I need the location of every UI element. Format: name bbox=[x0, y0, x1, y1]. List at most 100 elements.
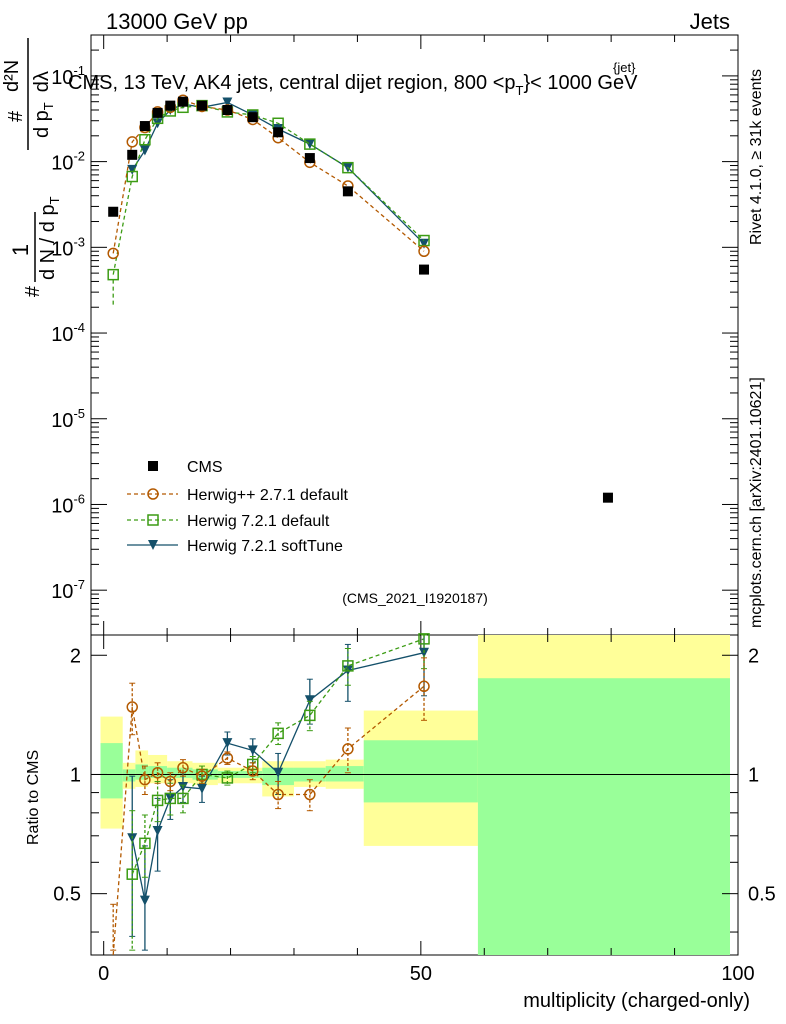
ratio-band-green bbox=[100, 743, 123, 799]
analysis-id: (CMS_2021_I1920187) bbox=[342, 590, 488, 606]
legend-marker-herwig72 bbox=[147, 514, 159, 526]
ratio-band-green bbox=[122, 769, 136, 782]
ylabel-frac1-num: 1 bbox=[8, 244, 33, 256]
ratio-panel-series bbox=[110, 633, 430, 956]
ylabel-frac2-num: d²N bbox=[1, 60, 23, 92]
ratio-band-green bbox=[477, 678, 730, 955]
legend-item-herwig72: Herwig 7.2.1 default bbox=[127, 513, 330, 530]
ratio-ylabel: Ratio to CMS bbox=[25, 750, 42, 845]
main-y-tick-label: 10-1 bbox=[51, 63, 85, 89]
legend-label-herwig72: Herwig 7.2.1 default bbox=[187, 513, 330, 530]
main-point-cms bbox=[273, 127, 284, 138]
main-y-tick-label: 10-2 bbox=[51, 149, 85, 175]
legend-label-softtune: Herwig 7.2.1 softTune bbox=[187, 538, 343, 555]
main-series-softtune bbox=[127, 97, 430, 249]
ratio-point-herwig72 bbox=[177, 792, 189, 805]
mcplots-label: mcplots.cern.ch [arXiv:2401.10621] bbox=[748, 377, 765, 628]
legend-marker-softtune bbox=[148, 540, 158, 550]
main-point-herwigpp bbox=[126, 136, 138, 148]
main-y-tick-label: 10-4 bbox=[51, 320, 85, 346]
main-panel-series bbox=[107, 94, 613, 503]
plot-title: CMS, 13 TeV, AK4 jets, central dijet reg… bbox=[68, 72, 638, 98]
ratio-point-herwigpp bbox=[177, 761, 189, 774]
main-point-herwigpp bbox=[418, 245, 430, 257]
legend-marker-herwigpp bbox=[147, 488, 159, 500]
ratio-point-softtune bbox=[152, 825, 163, 836]
ratio-point-herwig72 bbox=[342, 660, 354, 672]
x-tick-label: 50 bbox=[410, 963, 432, 985]
ylabel-frac1-den: d N / d pT bbox=[37, 196, 62, 280]
ratio-line-herwig72 bbox=[131, 638, 425, 875]
ratio-band-green bbox=[148, 766, 168, 778]
ratio-line-softtune bbox=[131, 652, 425, 901]
main-point-softtune bbox=[222, 97, 233, 108]
ratio-point-herwigpp bbox=[196, 770, 208, 782]
main-point-herwig72 bbox=[342, 161, 354, 174]
main-series-cms bbox=[108, 96, 613, 503]
rivet-label: Rivet 4.1.0, ≥ 31k events bbox=[748, 69, 765, 245]
ratio-uncertainty-bands bbox=[100, 635, 730, 955]
ratio-point-herwigpp bbox=[272, 788, 284, 801]
ylabel-frac2-hash: # bbox=[5, 110, 27, 122]
ratio-point-herwig72 bbox=[126, 868, 138, 880]
ratio-y-tick-label-left: 1 bbox=[70, 764, 81, 786]
ratio-plot-frame bbox=[90, 634, 739, 956]
main-point-cms bbox=[139, 121, 150, 132]
ratio-point-herwigpp bbox=[221, 752, 234, 764]
main-ylabel: 1 # d N / d pT # d²N d pTdλ bbox=[1, 38, 62, 297]
main-line-softtune bbox=[131, 101, 425, 245]
ratio-series-herwigpp bbox=[110, 657, 430, 956]
ratio-point-herwigpp bbox=[126, 701, 138, 713]
legend-marker-cms bbox=[148, 461, 158, 471]
ratio-point-herwigpp bbox=[164, 775, 177, 788]
legend-item-softtune: Herwig 7.2.1 softTune bbox=[127, 538, 343, 555]
legend-item-herwigpp: Herwig++ 2.7.1 default bbox=[127, 487, 349, 504]
ratio-point-herwig72 bbox=[221, 772, 234, 784]
main-y-tick-label: 10-3 bbox=[51, 234, 85, 260]
ratio-point-herwig72 bbox=[151, 794, 164, 807]
main-point-softtune bbox=[139, 145, 150, 156]
ratio-y-tick-label-right: 2 bbox=[748, 645, 759, 667]
legend-item-cms: CMS bbox=[148, 459, 223, 476]
main-point-softtune bbox=[304, 139, 315, 150]
ratio-series-herwig72 bbox=[126, 633, 430, 951]
energy-label: 13000 GeV pp bbox=[106, 9, 248, 34]
main-point-cms bbox=[222, 105, 233, 116]
main-point-herwig72 bbox=[139, 133, 151, 146]
main-y-tick-label: 10-5 bbox=[51, 406, 85, 432]
category-label: Jets bbox=[690, 9, 730, 34]
ratio-point-herwigpp bbox=[151, 766, 164, 779]
main-point-cms bbox=[127, 149, 138, 160]
ratio-y-tick-label-left: 2 bbox=[70, 645, 81, 667]
ratio-point-herwig72 bbox=[164, 792, 177, 805]
ylabel-frac1-hash: # bbox=[22, 285, 44, 297]
ratio-point-softtune bbox=[222, 738, 233, 749]
main-point-herwig72 bbox=[304, 138, 316, 150]
ratio-point-softtune bbox=[139, 895, 150, 906]
main-point-herwig72 bbox=[107, 268, 119, 281]
main-point-cms bbox=[602, 492, 613, 503]
x-tick-label: 0 bbox=[98, 963, 109, 985]
ratio-line-herwigpp bbox=[112, 685, 425, 956]
ratio-y-tick-label-right: 0.5 bbox=[748, 884, 776, 906]
ratio-band-green bbox=[363, 740, 478, 803]
ratio-point-herwig72 bbox=[272, 727, 284, 740]
main-y-tick-label: 10-6 bbox=[51, 491, 85, 517]
main-point-cms bbox=[165, 100, 176, 111]
ratio-axis-ticks: 0.5 0.5 1 1 2 2 0 50 100 bbox=[53, 635, 776, 985]
main-point-softtune bbox=[419, 238, 430, 249]
main-point-cms bbox=[342, 186, 353, 197]
plot-title-superscript: {jet} bbox=[613, 60, 636, 75]
main-point-cms bbox=[197, 100, 208, 111]
ratio-point-herwigpp bbox=[342, 743, 354, 755]
ratio-point-softtune bbox=[197, 783, 208, 794]
main-point-herwig72 bbox=[126, 170, 138, 183]
ratio-point-herwigpp bbox=[418, 680, 430, 693]
ratio-point-softtune bbox=[304, 695, 315, 706]
main-point-cms bbox=[108, 206, 119, 217]
ratio-point-herwigpp bbox=[304, 788, 316, 801]
main-axis-ticks: 10-7 10-6 10-5 10-4 10-3 10-2 10-1 bbox=[51, 35, 739, 636]
main-point-cms bbox=[419, 264, 430, 275]
main-point-cms bbox=[177, 96, 188, 107]
